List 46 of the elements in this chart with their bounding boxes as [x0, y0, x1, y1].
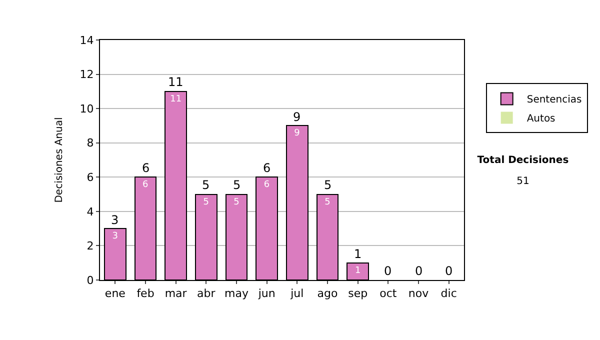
data-label: 6: [264, 180, 270, 190]
data-label: 5: [324, 197, 330, 208]
y-tick-label: 2: [86, 240, 94, 253]
x-tick-label: may: [224, 287, 249, 300]
y-tick-label: 10: [80, 102, 94, 116]
x-tick-label: abr: [197, 287, 216, 300]
total-label: 5: [324, 178, 332, 192]
total-label: 1: [354, 247, 362, 261]
x-tick-label: ene: [104, 287, 126, 300]
total-label: 5: [233, 178, 241, 192]
data-label: 9: [294, 128, 300, 139]
x-tick-label: jul: [290, 287, 304, 300]
data-label: 5: [234, 197, 240, 208]
data-label: 1: [354, 266, 361, 276]
total-label: 6: [263, 161, 271, 175]
legend-label: Autos: [526, 114, 556, 125]
y-tick-label: 14: [80, 34, 94, 47]
y-tick-label: 8: [86, 136, 94, 150]
y-tick-label: 12: [80, 68, 94, 82]
y-tick-label: 6: [86, 170, 94, 184]
total-label: 6: [142, 161, 150, 175]
data-label: 6: [142, 180, 148, 190]
x-tick-label: nov: [408, 287, 430, 300]
x-tick-label: mar: [164, 287, 188, 300]
legend-label: Sentencias: [526, 94, 582, 106]
y-axis-title: Decisiones Anual: [54, 117, 65, 203]
x-tick-label: ago: [317, 287, 338, 300]
data-label: 5: [203, 197, 210, 208]
total-label: 3: [111, 213, 119, 227]
y-tick-label: 4: [86, 205, 94, 218]
total-label: 0: [445, 264, 453, 278]
x-tick-label: oct: [380, 287, 398, 300]
x-tick-label: feb: [136, 287, 154, 300]
total-label: 0: [384, 264, 392, 278]
x-tick-label: jun: [257, 287, 276, 300]
data-label: 11: [170, 94, 182, 104]
data-label: 3: [112, 232, 118, 242]
text: Total Decisiones: [477, 155, 569, 166]
y-tick-label: 0: [86, 274, 94, 287]
total-label: 9: [293, 110, 301, 124]
x-tick-label: sep: [348, 287, 368, 300]
total-label: 5: [202, 178, 210, 192]
text: 51: [516, 176, 530, 187]
x-tick-label: dic: [440, 287, 457, 300]
total-label: 11: [168, 75, 184, 89]
total-label: 0: [415, 264, 423, 278]
